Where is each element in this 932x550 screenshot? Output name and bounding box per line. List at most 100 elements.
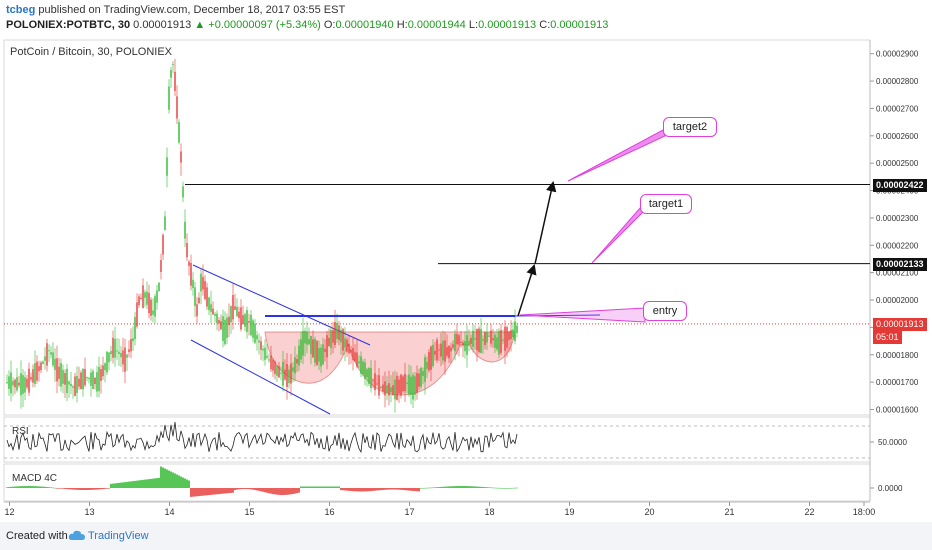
- macd-bar: [446, 486, 448, 488]
- macd-bar: [178, 475, 180, 488]
- macd-bar: [492, 487, 494, 489]
- y-tick-label: 0.00002100: [876, 269, 919, 278]
- candle-body: [452, 344, 454, 348]
- macd-bar: [310, 486, 312, 488]
- candle-body: [58, 366, 60, 379]
- candle-body: [216, 313, 218, 324]
- macd-bar: [114, 483, 116, 488]
- macd-bar: [480, 486, 482, 488]
- tradingview-link[interactable]: TradingView: [88, 530, 149, 542]
- candle-body: [62, 369, 64, 384]
- author-link[interactable]: tcbeg: [6, 4, 36, 16]
- published-text: published on TradingView.com, December 1…: [38, 4, 346, 16]
- macd-bar: [260, 488, 262, 492]
- macd-bar: [286, 488, 288, 495]
- candle-body: [222, 316, 224, 341]
- candle-body: [350, 349, 352, 353]
- candle-body: [410, 376, 412, 395]
- candle-body: [98, 366, 100, 392]
- macd-bar: [274, 488, 276, 495]
- annotation-entry[interactable]: entry: [643, 301, 687, 321]
- candle-body: [442, 340, 444, 361]
- candle-body: [360, 356, 362, 374]
- macd-bar: [36, 486, 38, 488]
- current-price-tag: 0.00001913: [873, 318, 927, 331]
- candle-body: [176, 96, 178, 119]
- macd-bar: [272, 488, 274, 495]
- candle-body: [438, 349, 440, 351]
- candle-body: [386, 385, 388, 393]
- candle-body: [490, 330, 492, 344]
- x-tick-label: 15: [244, 507, 254, 517]
- candle-body: [268, 359, 270, 361]
- candle-body: [468, 340, 470, 346]
- macd-bar: [34, 486, 36, 488]
- x-tick-label: 19: [564, 507, 574, 517]
- macd-bar: [512, 487, 514, 489]
- candle-body: [280, 372, 282, 374]
- macd-bar: [38, 486, 40, 488]
- macd-bar: [294, 488, 296, 494]
- candle-body: [16, 377, 18, 391]
- candle-body: [380, 386, 382, 388]
- macd-bar: [94, 488, 96, 490]
- macd-bar: [198, 488, 200, 497]
- candle-body: [416, 372, 418, 393]
- created-with-text: Created with: [6, 530, 68, 542]
- macd-bar: [166, 469, 168, 488]
- ohlc-line: POLONIEX:POTBTC, 30 0.00001913 ▲ +0.0000…: [6, 19, 608, 31]
- macd-bar: [204, 488, 206, 496]
- candle-body: [322, 344, 324, 365]
- candle-body: [28, 368, 30, 393]
- macd-bar: [318, 486, 320, 488]
- candle-body: [12, 380, 14, 386]
- macd-bar: [462, 486, 464, 488]
- candle-body: [474, 338, 476, 340]
- candle-body: [476, 328, 478, 351]
- high-label: H:: [396, 19, 408, 31]
- candle-body: [232, 295, 234, 320]
- macd-bar: [356, 488, 358, 492]
- candle-body: [282, 361, 284, 386]
- macd-bar: [280, 488, 282, 495]
- macd-histogram: [6, 466, 518, 497]
- candle-body: [36, 361, 38, 381]
- entry-callout: [519, 307, 646, 323]
- macd-bar: [472, 486, 474, 488]
- macd-bar: [46, 486, 48, 488]
- candle-body: [50, 352, 52, 355]
- macd-bar: [118, 482, 120, 488]
- candle-body: [428, 352, 430, 371]
- candle-body: [30, 377, 32, 380]
- y-tick-label: 0.00002300: [876, 214, 919, 223]
- candle-body: [150, 299, 152, 316]
- macd-bar: [428, 487, 430, 489]
- y-tick-label: 0.00002900: [876, 50, 919, 59]
- candle-body: [128, 349, 130, 353]
- macd-bar: [452, 486, 454, 488]
- candle-body: [432, 344, 434, 367]
- candle-body: [446, 347, 448, 356]
- rsi-tick-label: 50.0000: [878, 438, 907, 447]
- candle-body: [300, 339, 302, 360]
- chart-canvas[interactable]: 0.00002900 0.00002800 0.00002700 0.00002600…: [0, 0, 932, 522]
- candle-body: [130, 339, 132, 352]
- annotation-target1[interactable]: target1: [640, 194, 692, 214]
- macd-bar: [206, 488, 208, 496]
- macd-bar: [350, 488, 352, 492]
- candle-body: [198, 297, 200, 304]
- candle-body: [508, 331, 510, 341]
- candle-body: [136, 302, 138, 327]
- macd-bar: [122, 482, 124, 488]
- candle-body: [160, 260, 162, 272]
- macd-bar: [182, 477, 184, 488]
- candle-body: [178, 122, 180, 143]
- macd-bar: [110, 483, 112, 488]
- annotation-target2[interactable]: target2: [663, 117, 717, 137]
- x-tick-label: 20: [644, 507, 654, 517]
- macd-bar: [58, 488, 60, 489]
- target2-price-tag: 0.00002422: [873, 179, 927, 192]
- candle-body: [336, 322, 338, 339]
- macd-bar: [268, 488, 270, 494]
- candle-body: [422, 371, 424, 377]
